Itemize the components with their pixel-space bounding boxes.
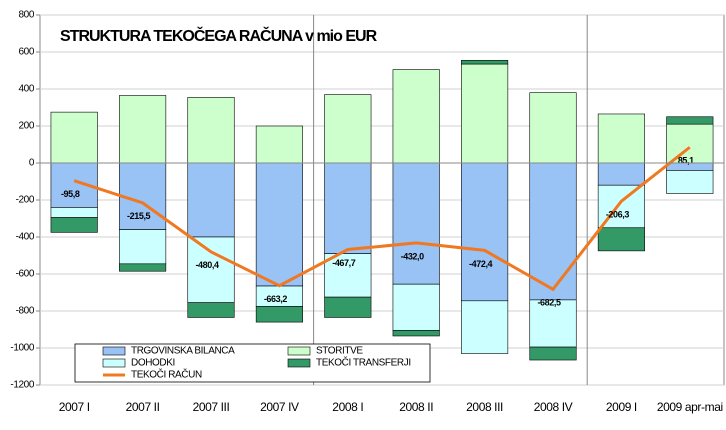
bar-segment bbox=[324, 296, 372, 318]
bar-segment bbox=[119, 229, 167, 265]
bar-segment bbox=[461, 60, 509, 65]
chart-title: STRUKTURA TEKOČEGA RAČUNA v mio EUR bbox=[60, 26, 378, 45]
y-tick-label: -600 bbox=[16, 269, 35, 280]
y-tick-label: -800 bbox=[16, 306, 35, 317]
bar-segment bbox=[119, 95, 167, 164]
x-tick-label: 2008 I bbox=[332, 400, 364, 414]
data-label: -206,3 bbox=[606, 210, 630, 220]
data-label: -95,8 bbox=[61, 189, 80, 199]
bar-segment bbox=[461, 162, 509, 302]
data-label: -480,4 bbox=[195, 260, 219, 270]
legend-label: TEKOČI TRANSFERJI bbox=[316, 356, 411, 369]
bar-segment bbox=[187, 236, 235, 303]
bar-segment bbox=[666, 116, 714, 125]
bar-segment bbox=[529, 299, 577, 348]
legend-label: TRGOVINSKA BILANCA bbox=[131, 346, 235, 357]
legend-label: STORITVE bbox=[316, 346, 363, 357]
bar-segment bbox=[392, 69, 440, 164]
bar-segment bbox=[324, 94, 372, 164]
bar-segment bbox=[392, 330, 440, 337]
data-label: -215,5 bbox=[127, 211, 151, 221]
y-tick-label: -400 bbox=[16, 232, 35, 243]
data-label: -663,2 bbox=[264, 294, 288, 304]
data-label: -432,0 bbox=[401, 251, 425, 261]
legend-box bbox=[74, 343, 431, 383]
line-series bbox=[73, 146, 691, 292]
bar-segment bbox=[324, 162, 372, 254]
legend-swatch bbox=[287, 358, 311, 368]
x-tick-label: 2009 apr-mai bbox=[656, 400, 723, 414]
data-label: 85,1 bbox=[678, 156, 694, 166]
bar-segment bbox=[255, 125, 303, 164]
y-tick-label: -200 bbox=[16, 195, 35, 206]
bar-segment bbox=[119, 263, 167, 272]
data-label: -682,5 bbox=[537, 298, 561, 308]
legend-label: TEKOČI RAČUN bbox=[131, 368, 202, 381]
legend-swatch bbox=[102, 358, 126, 368]
bar-segment bbox=[50, 207, 98, 218]
bar-segment bbox=[187, 162, 235, 238]
bar-segment bbox=[255, 306, 303, 323]
y-tick-label: 600 bbox=[19, 47, 35, 58]
y-tick-label: 200 bbox=[19, 121, 35, 132]
bar-segment bbox=[597, 113, 645, 164]
x-tick-label: 2007 IV bbox=[260, 400, 299, 414]
y-tick-label: 800 bbox=[19, 10, 35, 21]
bar-segment bbox=[324, 253, 372, 298]
bar-segment bbox=[597, 227, 645, 252]
x-tick-label: 2007 III bbox=[192, 400, 230, 414]
bar-segment bbox=[529, 346, 577, 361]
bar-segment bbox=[187, 302, 235, 318]
bar-segment bbox=[666, 170, 714, 194]
x-tick-label: 2007 I bbox=[58, 400, 90, 414]
bar-segment bbox=[255, 162, 303, 287]
bar-segment bbox=[529, 92, 577, 164]
y-tick-label: -1200 bbox=[10, 380, 34, 391]
legend-label: DOHODKI bbox=[131, 358, 175, 369]
bar-segment bbox=[597, 162, 645, 186]
bar-segment bbox=[187, 97, 235, 164]
bar-segment bbox=[50, 217, 98, 233]
bar-segment bbox=[461, 63, 509, 164]
x-tick-label: 2007 II bbox=[125, 400, 160, 414]
bar-segment bbox=[461, 300, 509, 354]
x-tick-label: 2008 II bbox=[399, 400, 434, 414]
y-tick-label: -1000 bbox=[10, 343, 34, 354]
data-label: -472,4 bbox=[469, 259, 493, 269]
bar-segment bbox=[392, 283, 440, 331]
x-tick-label: 2008 IV bbox=[533, 400, 573, 414]
bar-segment bbox=[666, 123, 714, 164]
bar-segment bbox=[50, 111, 98, 164]
bar-segment bbox=[529, 162, 577, 301]
bar-segment bbox=[392, 162, 440, 285]
y-tick-label: 400 bbox=[19, 84, 35, 95]
data-label: -467,7 bbox=[332, 258, 356, 268]
y-tick-label: 0 bbox=[29, 158, 35, 169]
legend-swatch bbox=[287, 346, 311, 356]
legend-swatch bbox=[102, 346, 126, 356]
x-tick-label: 2009 I bbox=[605, 400, 637, 414]
x-tick-label: 2008 III bbox=[466, 400, 503, 414]
